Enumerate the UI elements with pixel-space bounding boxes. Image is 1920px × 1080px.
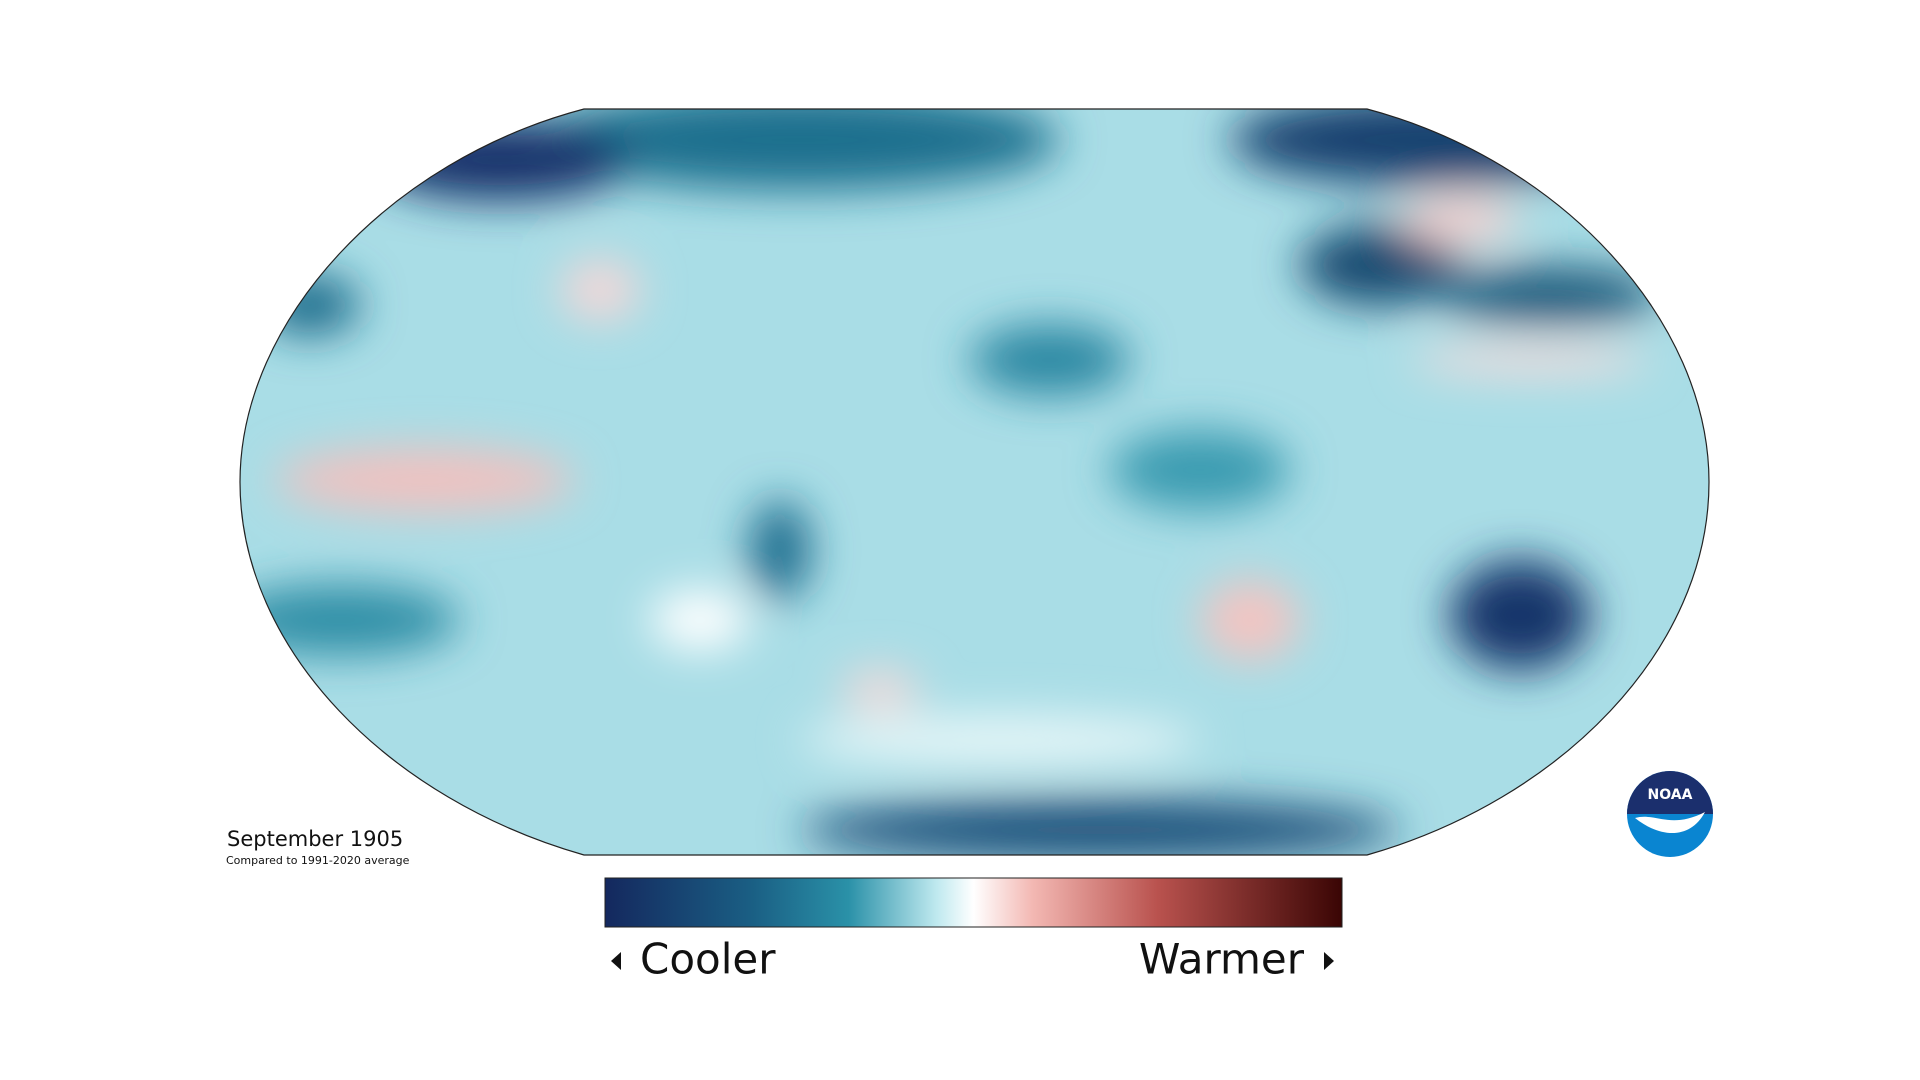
legend-low-label: Cooler	[640, 935, 776, 984]
noaa-logo: NOAA	[1627, 771, 1713, 857]
legend-high-label: Warmer	[1139, 935, 1305, 984]
color-bar	[604, 877, 1343, 928]
right-arrow	[1324, 952, 1334, 970]
anomaly-map	[240, 109, 1709, 855]
logo-text: NOAA	[1648, 787, 1693, 803]
map-title: September 1905	[227, 827, 403, 851]
map-subtitle: Compared to 1991-2020 average	[226, 854, 410, 867]
map-outline	[239, 108, 1710, 856]
left-arrow	[611, 952, 621, 970]
